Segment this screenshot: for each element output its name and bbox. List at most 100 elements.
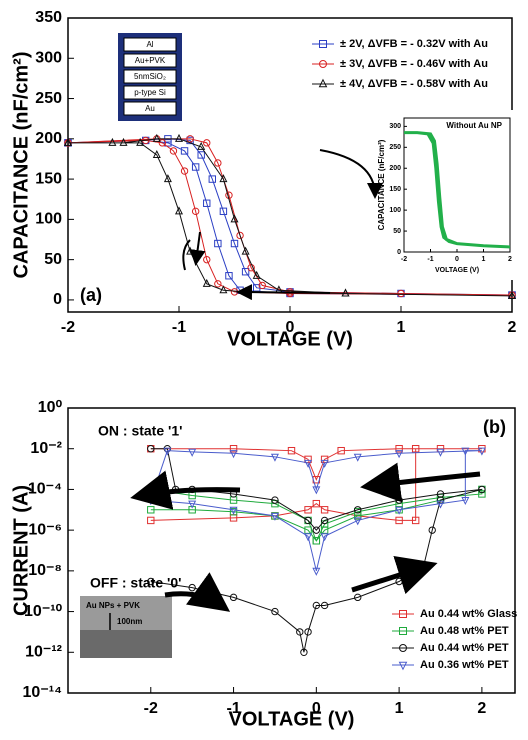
legend-label: Au 0.48 wt% PET [420, 625, 509, 637]
x-tick-label: 2 [477, 700, 486, 717]
data-point [436, 490, 445, 498]
y-tick-label: 350 [35, 9, 62, 26]
layer-label: Au [145, 104, 155, 113]
y-tick-label: 10⁻⁸ [28, 562, 62, 579]
data-point [287, 446, 296, 455]
y-tick-label: 200 [389, 165, 401, 172]
x-tick-label: -2 [144, 700, 158, 717]
y-tick-label: 250 [35, 90, 62, 107]
data-point [230, 214, 239, 223]
data-point [191, 163, 200, 171]
data-point [320, 533, 329, 542]
sweep-arrow [130, 470, 241, 510]
data-point [229, 506, 238, 515]
data-point [241, 246, 250, 255]
data-point [158, 139, 167, 147]
data-point [188, 448, 197, 457]
data-point [478, 490, 486, 498]
data-point [478, 485, 486, 494]
data-point [399, 610, 407, 618]
data-point [296, 628, 304, 636]
series-line [67, 138, 513, 296]
x-tick-label: 1 [395, 700, 404, 717]
data-point [270, 512, 279, 521]
plot-frame [67, 407, 516, 694]
layer-box [123, 85, 177, 100]
legend-label: ± 4V, ΔVFB = - 0.58V with Au [340, 78, 488, 90]
data-point [108, 137, 117, 146]
y-tick-label: 150 [35, 170, 62, 187]
data-point [428, 526, 436, 534]
panel-label: (b) [483, 417, 506, 437]
data-point [354, 506, 362, 514]
data-point [411, 445, 420, 453]
x-axis-title: VOLTAGE (V) [229, 708, 355, 730]
y-tick-label: 10⁻² [30, 440, 62, 457]
data-point [318, 78, 328, 88]
y-tick-label: 300 [35, 49, 62, 66]
x-tick-label: 2 [508, 256, 512, 263]
sweep-arrow [182, 239, 191, 271]
data-point [180, 147, 189, 155]
data-point [169, 147, 178, 155]
y-axis-title: CAPACITANCE (nF/cm²) [377, 139, 386, 230]
data-point [186, 135, 194, 143]
data-point [225, 272, 233, 280]
y-tick-label: 0 [53, 291, 62, 308]
data-point [197, 151, 205, 159]
data-point [304, 516, 312, 525]
layer-stack: Al Au+PVK 5nmSiO₂ p-type Si Au [118, 33, 182, 121]
data-point [337, 446, 345, 455]
data-point [219, 285, 228, 294]
x-tick-label: 1 [397, 319, 406, 336]
data-point [152, 149, 161, 158]
data-point [354, 593, 362, 602]
data-point [461, 447, 470, 456]
layer-box [123, 37, 177, 52]
data-point [395, 445, 403, 453]
data-point [252, 270, 261, 279]
sem-label: Au NPs + PVK [86, 601, 140, 610]
data-point [395, 450, 404, 459]
data-point [477, 447, 486, 456]
series-line [150, 448, 483, 653]
data-point [63, 137, 73, 146]
data-point [163, 447, 172, 456]
legend-label: Au 0.36 wt% PET [420, 659, 509, 671]
data-point [270, 453, 279, 462]
data-point [230, 239, 239, 248]
layer-label: p-type Si [134, 88, 166, 97]
data-point [304, 459, 313, 468]
data-point [436, 448, 445, 457]
sweep-arrow [319, 149, 383, 199]
x-tick-label: -1 [226, 700, 240, 717]
inset-title: Without Au NP [446, 121, 502, 130]
data-point [188, 500, 197, 509]
data-point [203, 139, 211, 147]
data-point [319, 60, 327, 68]
data-point [202, 278, 211, 287]
data-point [411, 516, 420, 525]
y-tick-label: 10⁻⁶ [28, 521, 62, 538]
data-point [147, 577, 155, 586]
legend-label: ± 3V, ΔVFB = - 0.46V with Au [340, 58, 488, 70]
y-tick-label: 250 [389, 144, 401, 151]
data-point [398, 661, 408, 671]
y-tick-label: 0 [397, 249, 401, 256]
data-point [258, 281, 266, 290]
data-point [304, 506, 312, 514]
data-point [507, 290, 517, 299]
x-axis-title: VOLTAGE (V) [435, 267, 479, 274]
legend-label: Au 0.44 wt% Glass [420, 608, 517, 620]
data-point [312, 567, 321, 576]
data-point [147, 516, 155, 525]
data-point [214, 159, 222, 167]
layer-box [123, 53, 177, 68]
state-label: ON : state '1' [98, 423, 182, 439]
y-tick-label: 10⁻¹² [25, 644, 62, 661]
data-point [304, 628, 312, 636]
data-point [271, 496, 279, 504]
data-point [399, 627, 407, 635]
